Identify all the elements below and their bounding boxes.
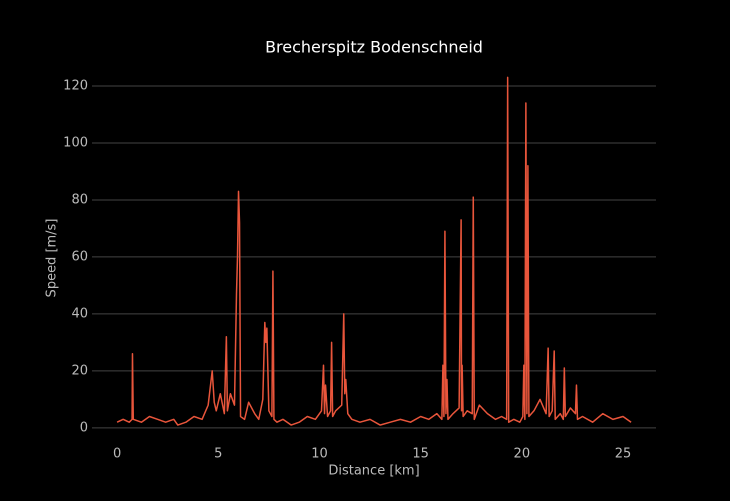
x-tick-label: 15 — [412, 447, 429, 462]
x-tick-label: 5 — [214, 447, 222, 462]
y-tick-label: 40 — [71, 306, 88, 321]
x-tick-label: 0 — [113, 447, 121, 462]
y-tick-label: 120 — [63, 78, 88, 93]
y-tick-label: 80 — [71, 192, 88, 207]
x-axis-label: Distance [km] — [328, 464, 419, 479]
y-tick-label: 60 — [71, 249, 88, 264]
y-tick-label: 20 — [71, 363, 88, 378]
x-tick-label: 20 — [514, 447, 531, 462]
y-axis-label: Speed [m/s] — [45, 219, 60, 298]
chart-title: Brecherspitz Bodenschneid — [265, 38, 483, 57]
speed-line — [116, 76, 632, 426]
x-tick-label: 25 — [615, 447, 632, 462]
y-tick-label: 100 — [63, 135, 88, 150]
y-tick-label: 0 — [80, 420, 88, 435]
x-tick-label: 10 — [311, 447, 328, 462]
